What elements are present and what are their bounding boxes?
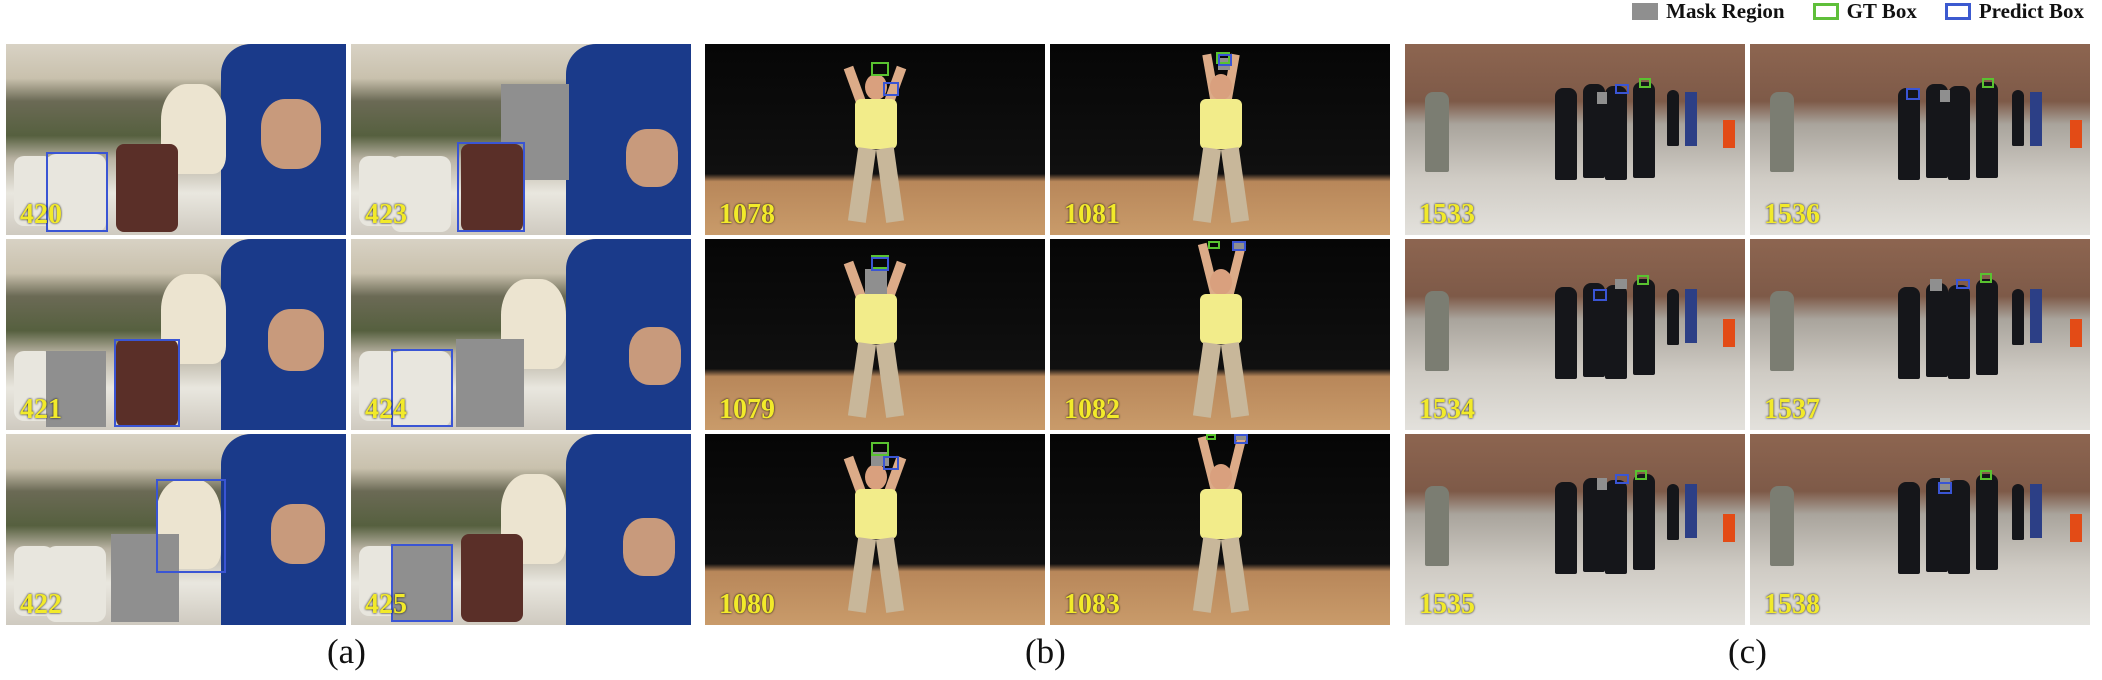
frame-image: 1081 bbox=[1050, 44, 1390, 235]
frame-image: 1080 bbox=[705, 434, 1045, 625]
frame-number: 1534 bbox=[1419, 394, 1475, 425]
legend-mask-label: Mask Region bbox=[1666, 0, 1785, 23]
frame-image: 1533 bbox=[1405, 44, 1745, 235]
frame-number: 1081 bbox=[1064, 199, 1120, 230]
frame-image: 1079 bbox=[705, 239, 1045, 430]
caption-b: (b) bbox=[1025, 632, 1066, 671]
panel-a-column-2: 423 424 425 bbox=[351, 44, 691, 625]
legend-gt-label: GT Box bbox=[1846, 0, 1917, 23]
frame-image: 1537 bbox=[1750, 239, 2090, 430]
legend-pred: Predict Box bbox=[1944, 0, 2084, 24]
caption-a: (a) bbox=[327, 632, 366, 671]
frame-number: 421 bbox=[20, 394, 62, 425]
frame-image: 1538 bbox=[1750, 434, 2090, 625]
frame-image: 1535 bbox=[1405, 434, 1745, 625]
frame-number: 1083 bbox=[1064, 589, 1120, 620]
legend-mask: Mask Region bbox=[1632, 0, 1785, 24]
frame-image: 421 bbox=[6, 239, 346, 430]
frame-number: 1079 bbox=[719, 394, 775, 425]
frame-image: 425 bbox=[351, 434, 691, 625]
caption-c: (c) bbox=[1728, 632, 1767, 671]
frame-number: 1080 bbox=[719, 589, 775, 620]
frame-number: 1536 bbox=[1764, 199, 1820, 230]
panel-a: 420 421 422 bbox=[6, 44, 691, 625]
predict-box-swatch-icon bbox=[1944, 2, 1971, 20]
frame-number: 1082 bbox=[1064, 394, 1120, 425]
gt-box-swatch-icon bbox=[1812, 2, 1839, 20]
frame-number: 420 bbox=[20, 199, 62, 230]
frame-image: 1078 bbox=[705, 44, 1045, 235]
frame-number: 1537 bbox=[1764, 394, 1820, 425]
panel-a-column-1: 420 421 422 bbox=[6, 44, 346, 625]
frame-image: 422 bbox=[6, 434, 346, 625]
frame-number: 422 bbox=[20, 589, 62, 620]
panel-c: 1533 1534 1535 bbox=[1405, 44, 2090, 625]
legend-pred-label: Predict Box bbox=[1978, 0, 2084, 23]
frame-number: 425 bbox=[365, 589, 407, 620]
frame-number: 1078 bbox=[719, 199, 775, 230]
frame-image: 1082 bbox=[1050, 239, 1390, 430]
frame-number: 1535 bbox=[1419, 589, 1475, 620]
frame-number: 423 bbox=[365, 199, 407, 230]
frame-image: 1536 bbox=[1750, 44, 2090, 235]
legend-gt: GT Box bbox=[1812, 0, 1917, 24]
panel-c-column-2: 1536 1537 1538 bbox=[1750, 44, 2090, 625]
panel-b-column-2: 1081 1082 1083 bbox=[1050, 44, 1390, 625]
panel-c-column-1: 1533 1534 1535 bbox=[1405, 44, 1745, 625]
frame-number: 1533 bbox=[1419, 199, 1475, 230]
frame-image: 424 bbox=[351, 239, 691, 430]
frame-image: 1534 bbox=[1405, 239, 1745, 430]
panel-b: 1078 1079 1080 bbox=[705, 44, 1390, 625]
frame-image: 423 bbox=[351, 44, 691, 235]
frame-image: 420 bbox=[6, 44, 346, 235]
mask-swatch-icon bbox=[1632, 2, 1659, 20]
panel-b-column-1: 1078 1079 1080 bbox=[705, 44, 1045, 625]
frame-image: 1083 bbox=[1050, 434, 1390, 625]
frame-number: 1538 bbox=[1764, 589, 1820, 620]
frame-number: 424 bbox=[365, 394, 407, 425]
legend: Mask Region GT Box Predict Box bbox=[1632, 0, 2084, 24]
